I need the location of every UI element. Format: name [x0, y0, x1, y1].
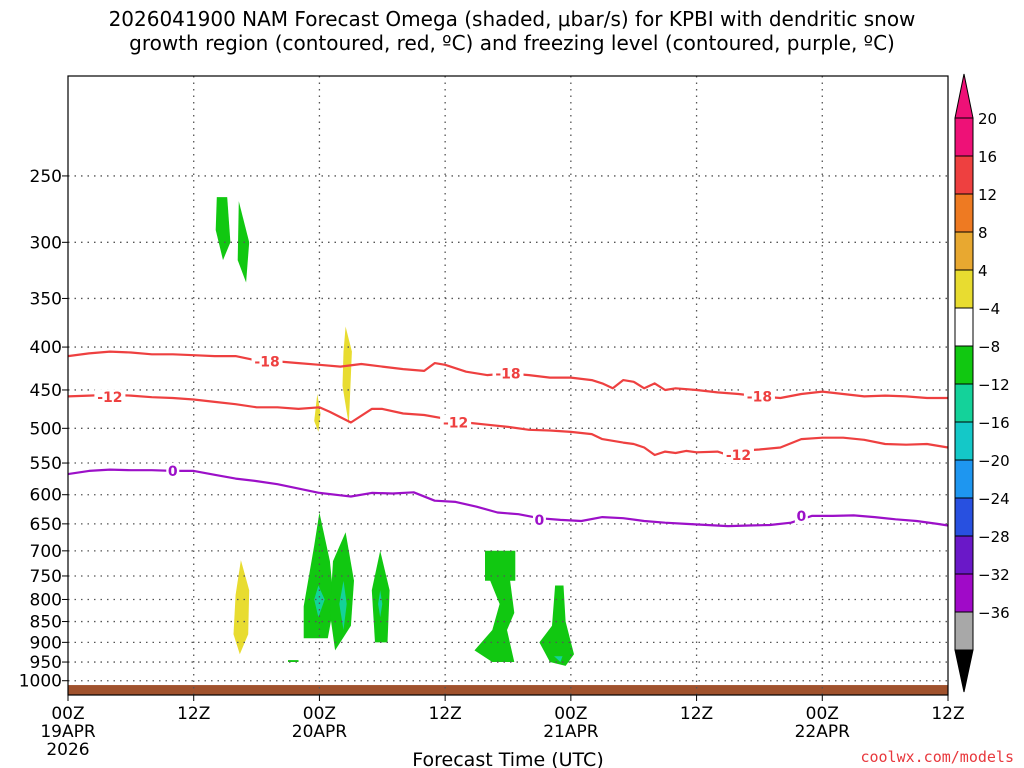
x-tick-year-0: 2026 [46, 740, 89, 760]
x-tick-label-2: 00Z [303, 704, 336, 724]
x-tick-label-5: 12Z [680, 704, 713, 724]
colorbar-band-0 [954, 117, 974, 157]
colorbar-label-1: 16 [978, 148, 997, 166]
omega-region-1 [237, 201, 250, 283]
chart-title-line2: growth region (contoured, red, ºC) and f… [129, 31, 895, 55]
contour-label--12: -12 [726, 448, 751, 464]
colorbar-band-1 [954, 155, 974, 195]
omega-region-13 [554, 656, 563, 662]
contour-label--12: -12 [443, 415, 468, 431]
y-tick-label-800: 800 [30, 590, 62, 610]
x-tick-label-1: 12Z [177, 704, 210, 724]
y-tick-label-350: 350 [30, 289, 62, 309]
colorbar-band-13 [954, 611, 974, 651]
x-tick-date-6: 22APR [795, 722, 851, 742]
x-tick-label-7: 12Z [931, 704, 964, 724]
colorbar-label-3: 8 [978, 224, 988, 242]
contour-label-bg-2-2 [794, 507, 808, 524]
contour-line--12 [67, 393, 949, 457]
x-tick-label-0: 00Z [51, 704, 84, 724]
colorbar-band-11 [954, 535, 974, 575]
y-tick-label-750: 750 [30, 567, 62, 587]
omega-region-11 [474, 550, 516, 662]
colorbar-band-9 [954, 459, 974, 499]
colorbar-label-12: −32 [978, 566, 1010, 584]
x-tick-date-2: 20APR [292, 722, 348, 742]
contour-label--12: -12 [97, 390, 122, 406]
colorbar-top-arrow [954, 73, 974, 119]
y-tick-label-250: 250 [30, 167, 62, 187]
colorbar-band-4 [954, 269, 974, 309]
omega-region-10 [378, 590, 383, 618]
contour-label--18: -18 [254, 354, 279, 370]
colorbar-band-3 [954, 231, 974, 271]
omega-region-3 [314, 394, 321, 432]
colorbar-label-6: −8 [978, 338, 1000, 356]
omega-region-12 [539, 585, 574, 666]
contour-label-bg-1-2 [722, 446, 754, 463]
plot-frame [67, 75, 949, 696]
contour-label--18: -18 [747, 389, 772, 405]
x-axis-label: Forecast Time (UTC) [412, 749, 603, 768]
colorbar-label-9: −20 [978, 452, 1010, 470]
colorbar-band-6 [954, 345, 974, 385]
contour-label-0: 0 [796, 509, 806, 525]
colorbar-band-10 [954, 497, 974, 537]
contour-label-bg-1-0 [94, 389, 126, 406]
contour-label-bg-0-0 [251, 353, 283, 370]
x-tick-label-3: 12Z [429, 704, 462, 724]
y-tick-label-900: 900 [30, 633, 62, 653]
x-tick-date-0: 19APR [40, 722, 96, 742]
y-tick-label-850: 850 [30, 613, 62, 633]
colorbar-label-4: 4 [978, 262, 988, 280]
contour-label-bg-0-1 [492, 365, 524, 382]
x-tick-date-4: 21APR [543, 722, 599, 742]
y-tick-label-700: 700 [30, 542, 62, 562]
omega-region-4 [233, 560, 250, 655]
omega-region-6 [314, 585, 325, 618]
colorbar-band-8 [954, 421, 974, 461]
contour-line-0 [67, 468, 949, 528]
colorbar-label-7: −12 [978, 376, 1010, 394]
colorbar-label-10: −24 [978, 490, 1010, 508]
colorbar-band-12 [954, 573, 974, 613]
omega-region-2 [342, 326, 352, 425]
contour-label-bg-1-1 [440, 414, 472, 431]
credit-text: coolwx.com/models [860, 748, 1014, 766]
colorbar-label-8: −16 [978, 414, 1010, 432]
chart-title-line1: 2026041900 NAM Forecast Omega (shaded, μ… [108, 7, 916, 31]
x-tick-label-6: 00Z [806, 704, 839, 724]
colorbar-band-7 [954, 383, 974, 423]
y-tick-label-950: 950 [30, 653, 62, 673]
omega-region-5 [303, 512, 335, 639]
y-tick-label-450: 450 [30, 381, 62, 401]
contour-label-bg-0-2 [743, 388, 775, 405]
y-tick-label-500: 500 [30, 419, 62, 439]
colorbar-bottom-arrow [954, 649, 974, 693]
colorbar-label-2: 12 [978, 186, 997, 204]
ground-surface [68, 685, 948, 695]
contour-label-0: 0 [535, 513, 545, 529]
y-tick-label-1000: 1000 [19, 672, 62, 692]
y-tick-label-650: 650 [30, 515, 62, 535]
colorbar-label-13: −36 [978, 604, 1010, 622]
colorbar-label-5: −4 [978, 300, 1000, 318]
contour-label-bg-2-1 [532, 511, 546, 528]
contour-label-0: 0 [168, 464, 178, 480]
omega-region-0 [215, 197, 231, 261]
colorbar-band-5 [954, 307, 974, 347]
contour-line--18 [67, 350, 948, 400]
y-tick-label-600: 600 [30, 486, 62, 506]
colorbar-label-11: −28 [978, 528, 1010, 546]
y-tick-label-300: 300 [30, 233, 62, 253]
colorbar-band-2 [954, 193, 974, 233]
omega-region-8 [339, 580, 347, 630]
contour-label--18: -18 [495, 366, 520, 382]
y-tick-label-550: 550 [30, 454, 62, 474]
y-tick-label-400: 400 [30, 338, 62, 358]
x-tick-label-4: 00Z [554, 704, 587, 724]
contour-label-bg-2-0 [166, 462, 180, 479]
colorbar-label-0: 20 [978, 110, 997, 128]
